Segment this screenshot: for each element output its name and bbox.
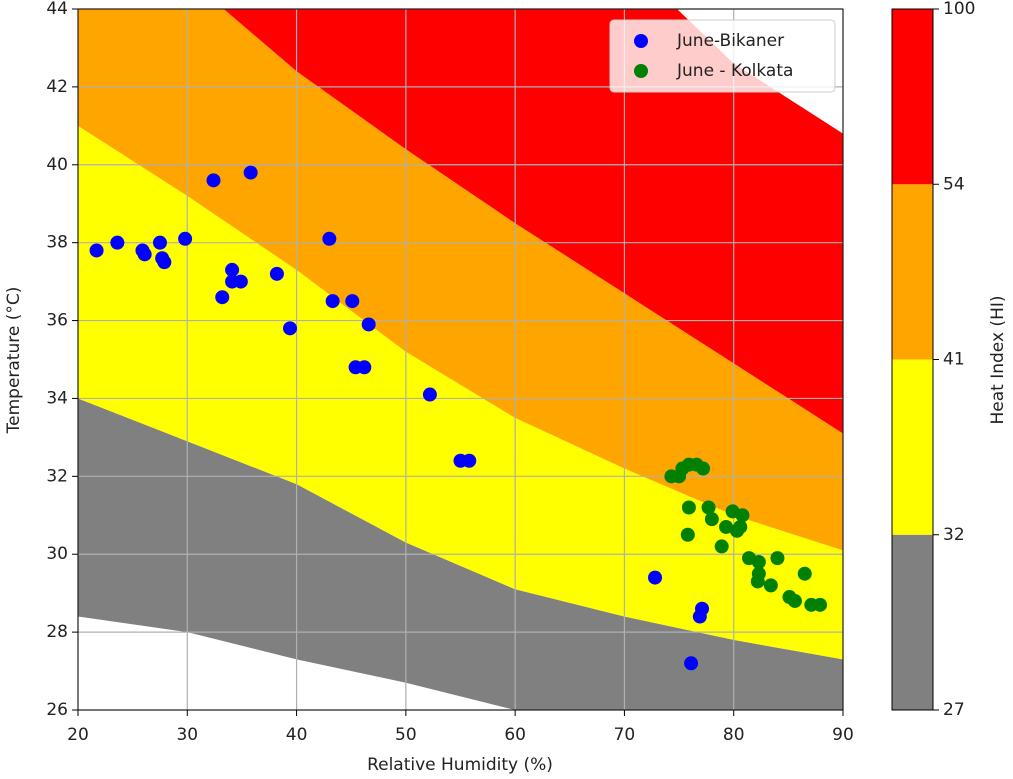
scatter-point (157, 255, 172, 270)
scatter-point (357, 360, 372, 375)
colorbar-tick-label: 54 (943, 174, 965, 194)
scatter-point (797, 566, 812, 581)
legend-box (609, 19, 836, 93)
contour-band (223, 9, 843, 434)
y-tick-label: 32 (46, 466, 68, 486)
x-tick-label: 70 (614, 725, 636, 745)
contour-band (78, 9, 843, 551)
x-tick-label: 30 (176, 725, 198, 745)
y-tick-label: 42 (46, 77, 68, 97)
scatter-point (462, 453, 477, 468)
y-tick-label: 26 (46, 700, 68, 720)
contour-band (78, 125, 843, 660)
colorbar-band (892, 184, 933, 360)
legend: June-Bikaner June - Kolkata (609, 19, 836, 93)
scatter-point (704, 512, 719, 527)
scatter-point (215, 290, 230, 305)
colorbar-band (892, 9, 933, 185)
scatter-point (283, 321, 298, 336)
colorbar-band (892, 359, 933, 535)
y-axis-label: Temperature (°C) (4, 287, 24, 435)
colorbar-band (892, 534, 933, 710)
scatter-point (325, 294, 340, 309)
scatter-point (361, 317, 376, 332)
scatter-point (680, 527, 695, 542)
scatter-point (422, 387, 437, 402)
y-tick-label: 38 (46, 233, 68, 253)
scatter-point (735, 508, 750, 523)
scatter-point (751, 555, 766, 570)
colorbar-tick-label: 41 (943, 350, 965, 370)
scatter-point (763, 578, 778, 593)
legend-marker (634, 34, 648, 48)
x-tick-label: 90 (832, 725, 854, 745)
x-tick-label: 80 (723, 725, 745, 745)
x-tick-label: 20 (67, 725, 89, 745)
x-tick-label: 50 (395, 725, 417, 745)
scatter-point (719, 519, 734, 534)
scatter-point (681, 500, 696, 515)
scatter-point (152, 235, 167, 250)
y-tick-label: 40 (46, 155, 68, 175)
x-tick-label: 40 (286, 725, 308, 745)
y-tick-label: 36 (46, 311, 68, 331)
colorbar: 27 32 41 54 100 (891, 0, 975, 720)
scatter-point (750, 574, 765, 589)
scatter-point (787, 593, 802, 608)
scatter-point (813, 597, 828, 612)
scatter-point (684, 656, 699, 671)
scatter-point (137, 247, 152, 262)
colorbar-tick-label: 27 (943, 700, 965, 720)
colorbar-label: Heat Index (HI) (988, 296, 1008, 425)
scatter-points (89, 165, 828, 671)
legend-label: June-Bikaner (676, 31, 784, 51)
y-tick-label: 28 (46, 622, 68, 642)
scatter-point (701, 500, 716, 515)
plot-frame (77, 8, 844, 711)
legend-marker (634, 64, 648, 78)
scatter-point (178, 231, 193, 246)
x-tick-label: 60 (504, 725, 526, 745)
axes: 20 30 40 50 60 70 80 90 26 28 30 32 34 36 38 40 42 44 (46, 0, 853, 745)
scatter-point (89, 243, 104, 258)
scatter-point (770, 551, 785, 566)
y-tick-label: 34 (46, 388, 68, 408)
legend-label: June - Kolkata (676, 61, 793, 81)
scatter-point (269, 266, 284, 281)
scatter-point (345, 294, 360, 309)
scatter-point (206, 173, 221, 188)
y-tick-label: 30 (46, 544, 68, 564)
contour-fill (78, 9, 843, 710)
scatter-point (225, 262, 240, 277)
scatter-point (110, 235, 125, 250)
scatter-point (648, 570, 663, 585)
colorbar-tick-label: 32 (943, 525, 965, 545)
scatter-point (733, 519, 748, 534)
y-tick-label: 44 (46, 0, 68, 19)
scatter-point (696, 461, 711, 476)
scatter-point (233, 274, 248, 289)
scatter-point (322, 231, 337, 246)
scatter-point (692, 609, 707, 624)
scatter-point (243, 165, 258, 180)
scatter-point (714, 539, 729, 554)
x-axis-label: Relative Humidity (%) (367, 755, 553, 775)
colorbar-tick-label: 100 (943, 0, 975, 19)
